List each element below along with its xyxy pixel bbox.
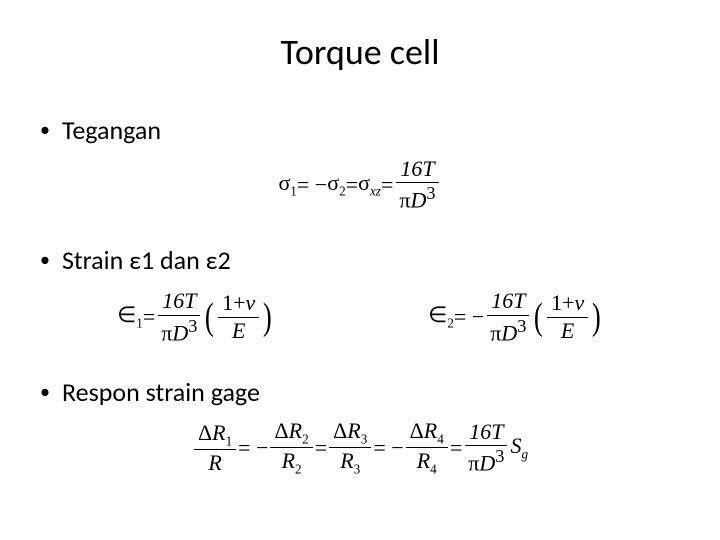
eq1-den-pi: π	[399, 188, 410, 213]
eq1-opa: = −	[297, 172, 327, 198]
eq2a-den1-d: D	[172, 320, 188, 345]
eq3-t5: 16T πD3	[464, 419, 508, 477]
eq2a-frac2: 1+ν E	[218, 290, 259, 344]
eq1-sigma2: σ	[327, 170, 339, 195]
eq3-t2: ΔR2 R2	[270, 418, 312, 477]
eq2b-eq: = −	[454, 304, 484, 330]
rparen-icon: )	[592, 302, 601, 332]
eq3-t4-r: R	[424, 418, 437, 443]
bullet-dot-icon: •	[40, 250, 50, 270]
eq3-t1-d: Δ	[198, 420, 212, 445]
eq3-sg-s: S	[510, 433, 521, 458]
eq3-t4-d: Δ	[410, 418, 424, 443]
eq3-op1: = −	[238, 435, 268, 461]
eq2a-sym: ∈	[117, 302, 136, 327]
eq2a-den1-pi: π	[161, 320, 172, 345]
eq3-t3-d: Δ	[333, 418, 347, 443]
eq3-op4: =	[450, 435, 462, 461]
bullet-2-label: Strain ε1 dan ε2	[62, 244, 231, 276]
eq2b-den2: E	[557, 318, 578, 344]
lparen-icon: (	[205, 302, 214, 332]
rparen-icon: )	[263, 302, 272, 332]
slide-title: Torque cell	[40, 30, 680, 74]
eq3-t2-densub: 2	[295, 462, 302, 477]
eq2a-frac1: 16T πD3	[157, 288, 201, 346]
eq2a-den2: E	[228, 318, 249, 344]
eq1-sub2: 2	[339, 184, 346, 199]
eq1-sigma1: σ	[278, 170, 290, 195]
eq2b-num1: 16T	[491, 288, 525, 313]
eq2b-frac2: 1+ν E	[547, 290, 588, 344]
eq3-t3-denr: R	[340, 448, 353, 473]
eq3-t1-den: R	[204, 450, 225, 476]
bullet-2: • Strain ε1 dan ε2	[40, 244, 680, 276]
bullet-dot-icon: •	[40, 382, 50, 402]
eq3-t5-pi: π	[468, 451, 479, 476]
eq2b-sym: ∈	[428, 302, 447, 327]
eq1-frac: 16T πD3	[395, 156, 439, 214]
eq3-t5-d: D	[479, 451, 495, 476]
eq3-t1-sub: 1	[226, 433, 233, 448]
eq3-t4: ΔR4 R4	[406, 418, 448, 477]
eq3-t3-densub: 3	[354, 462, 361, 477]
eq3-sg-sub: g	[521, 447, 528, 462]
eq3-t2-d: Δ	[274, 418, 288, 443]
lparen-icon: (	[534, 302, 543, 332]
eq3-t2-denr: R	[282, 448, 295, 473]
eq1-den-d: D	[410, 188, 426, 213]
equation-3: ΔR1 R = − ΔR2 R2 = ΔR3 R3 = − ΔR4 R4 = 1…	[40, 418, 680, 477]
bullet-dot-icon: •	[40, 120, 50, 140]
equation-2b: ∈2 = − 16T πD3 ( 1+ν E )	[428, 288, 603, 346]
bullet-3: • Respon strain gage	[40, 376, 680, 408]
eq2a-sub: 1	[136, 316, 143, 331]
eq2b-frac1: 16T πD3	[486, 288, 530, 346]
eq3-t2-sub: 2	[302, 432, 309, 447]
slide: Torque cell • Tegangan σ1 = − σ2 = σxz =…	[0, 0, 720, 540]
eq3-t3-r: R	[347, 418, 360, 443]
eq2a-den1-exp: 3	[188, 316, 197, 336]
eq3-t2-r: R	[289, 418, 302, 443]
eq1-subxz: xz	[370, 184, 381, 199]
eq1-opb: =	[346, 172, 358, 198]
eq1-num: 16T	[400, 156, 434, 181]
equation-2a: ∈1 = 16T πD3 ( 1+ν E )	[117, 288, 274, 346]
equation-1: σ1 = − σ2 = σxz = 16T πD3	[40, 156, 680, 214]
eq2a-eq: =	[143, 304, 155, 330]
eq3-t3: ΔR3 R3	[329, 418, 371, 477]
eq2b-den1-pi: π	[490, 320, 501, 345]
eq1-sigmaxz: σ	[358, 170, 370, 195]
eq3-t1: ΔR1 R	[194, 420, 236, 477]
eq2b-sub: 2	[447, 316, 454, 331]
eq2b-num2a: 1+	[551, 290, 574, 315]
eq3-t4-denr: R	[417, 448, 430, 473]
bullet-3-label: Respon strain gage	[62, 376, 260, 408]
eq2b-num2nu: ν	[574, 290, 584, 315]
eq1-den-exp: 3	[426, 183, 435, 203]
eq1-sub1: 1	[290, 184, 297, 199]
eq1-opc: =	[381, 172, 393, 198]
equation-2-row: ∈1 = 16T πD3 ( 1+ν E ) ∈2 = − 16T πD3	[40, 288, 680, 346]
eq3-t1-r: R	[212, 420, 225, 445]
bullet-1: • Tegangan	[40, 114, 680, 146]
eq2a-num2nu: ν	[246, 290, 256, 315]
eq2b-den1-exp: 3	[517, 316, 526, 336]
eq3-t5-exp: 3	[495, 446, 504, 466]
bullet-1-label: Tegangan	[62, 114, 161, 146]
eq2a-num1: 16T	[162, 288, 196, 313]
eq3-t5-num: 16T	[469, 419, 503, 444]
eq2a-num2a: 1+	[222, 290, 245, 315]
eq3-t4-sub: 4	[437, 432, 444, 447]
eq3-t4-densub: 4	[430, 462, 437, 477]
eq3-t3-sub: 3	[361, 432, 368, 447]
eq3-op2: =	[315, 435, 327, 461]
eq2b-den1-d: D	[501, 320, 517, 345]
eq3-op3: = −	[373, 435, 403, 461]
